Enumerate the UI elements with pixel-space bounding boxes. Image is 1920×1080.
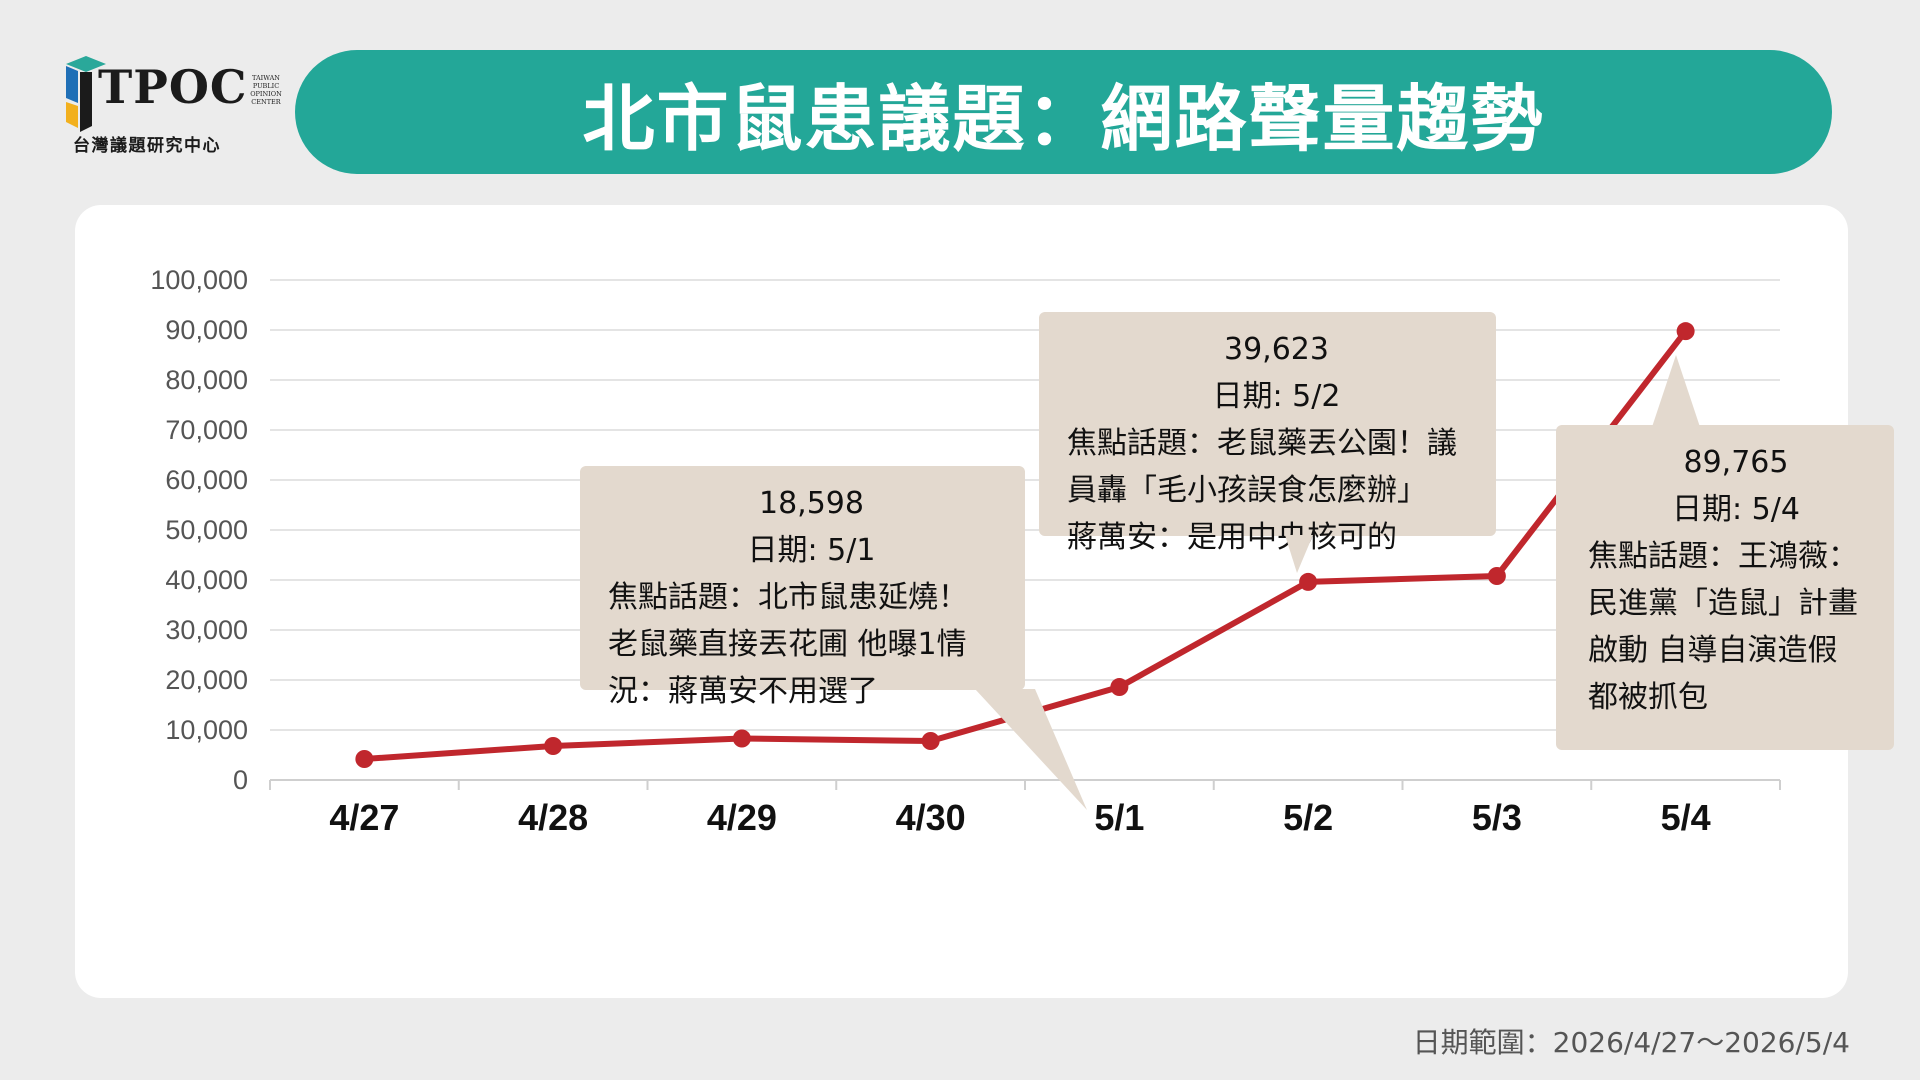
y-tick-label: 90,000 bbox=[165, 315, 248, 345]
data-point bbox=[1676, 322, 1695, 341]
logo-small-text: TAIWAN PUBLIC OPINION CENTER bbox=[250, 74, 282, 106]
y-tick-label: 10,000 bbox=[165, 715, 248, 745]
y-tick-label: 80,000 bbox=[165, 365, 248, 395]
callout-5-4: 89,765 日期: 5/4 焦點話題：王鴻薇： 民進黨「造鼠」計畫 啟動 自導… bbox=[1556, 425, 1894, 750]
callout-5-2: 39,623 日期: 5/2 焦點話題：老鼠藥丟公園！議 員轟「毛小孩誤食怎麼辦… bbox=[1039, 312, 1496, 555]
date-range: 日期範圍：2026/4/27～2026/5/4 bbox=[1412, 1026, 1850, 1059]
logo-subtitle: 台灣議題研究中心 bbox=[73, 136, 221, 156]
x-tick-label: 4/30 bbox=[896, 797, 966, 838]
callout-5-4-pointer bbox=[1652, 355, 1700, 427]
chart-card: 0 10,000 20,000 30,000 40,000 50,000 60,000 70,… bbox=[75, 205, 1894, 998]
tpoc-logo: TPOC TAIWAN PUBLIC OPINION CENTER 台灣議題研究… bbox=[58, 52, 288, 162]
callout-topic: 焦點話題：老鼠藥丟公園！議 員轟「毛小孩誤食怎麼辦」 蔣萬安：是用中央核可的 bbox=[1067, 426, 1457, 555]
y-tick-label: 70,000 bbox=[165, 415, 248, 445]
x-tick-label: 5/2 bbox=[1283, 797, 1333, 838]
callout-5-2-pointer bbox=[1285, 535, 1313, 573]
y-tick-label: 100,000 bbox=[150, 265, 248, 295]
y-tick-label: 0 bbox=[233, 765, 248, 795]
callout-topic: 焦點話題：王鴻薇： 民進黨「造鼠」計畫 啟動 自導自演造假 都被抓包 bbox=[1588, 539, 1858, 715]
x-tick-label: 5/3 bbox=[1472, 797, 1522, 838]
callout-value: 39,623 bbox=[1224, 332, 1329, 367]
x-tick-label: 4/29 bbox=[707, 797, 777, 838]
page-title: 北市鼠患議題：網路聲量趨勢 bbox=[582, 76, 1545, 161]
x-tick-label: 5/4 bbox=[1661, 797, 1711, 838]
callout-value: 18,598 bbox=[759, 486, 864, 521]
y-tick-label: 40,000 bbox=[165, 565, 248, 595]
data-point bbox=[732, 729, 751, 748]
line-chart: 0 10,000 20,000 30,000 40,000 50,000 60,000 70,… bbox=[150, 265, 1781, 838]
data-point bbox=[1487, 567, 1506, 585]
callout-date: 日期: 5/4 bbox=[1672, 492, 1800, 527]
y-tick-label: 20,000 bbox=[165, 665, 248, 695]
y-tick-label: 50,000 bbox=[165, 515, 248, 545]
x-tick-label: 4/27 bbox=[329, 797, 399, 838]
callout-value: 89,765 bbox=[1683, 445, 1789, 480]
data-point bbox=[355, 750, 374, 768]
y-tick-label: 60,000 bbox=[165, 465, 248, 495]
callout-5-1-pointer bbox=[975, 689, 1087, 810]
callout-date: 日期: 5/1 bbox=[747, 533, 876, 568]
logo-wordmark: TPOC bbox=[98, 60, 248, 114]
data-point bbox=[921, 732, 940, 750]
data-point bbox=[1299, 572, 1318, 591]
callout-5-1: 18,598 日期: 5/1 焦點話題：北市鼠患延燒！ 老鼠藥直接丟花圃 他曝1… bbox=[580, 466, 1025, 709]
x-tick-label: 4/28 bbox=[518, 797, 588, 838]
data-point bbox=[544, 737, 563, 755]
data-point bbox=[1110, 678, 1129, 697]
title-bar: 北市鼠患議題：網路聲量趨勢 bbox=[295, 50, 1832, 174]
y-tick-label: 30,000 bbox=[165, 615, 248, 645]
x-tick-label: 5/1 bbox=[1094, 797, 1144, 838]
logo-mark-icon bbox=[66, 56, 106, 132]
callout-date: 日期: 5/2 bbox=[1212, 379, 1341, 414]
callout-topic: 焦點話題：北市鼠患延燒！ 老鼠藥直接丟花圃 他曝1情 況：蔣萬安不用選了 bbox=[608, 580, 968, 709]
